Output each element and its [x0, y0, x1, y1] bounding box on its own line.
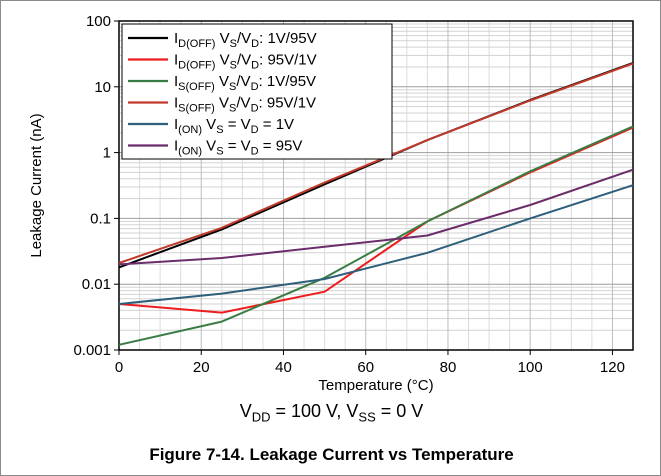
y-tick-label: 0.01: [82, 276, 111, 293]
vdd-symbol: V: [239, 401, 252, 421]
legend-entry: I(ON) VS = VD = 1V: [174, 116, 294, 136]
vss-subscript: SS: [358, 409, 376, 425]
leakage-chart: 0 20 40 60 80 100 120 0.001 0.01 0.1 1 10 100 ID(OF…: [28, 13, 634, 394]
series-line-6: [118, 168, 634, 266]
series-lines: [118, 62, 634, 346]
vss-symbol: V: [346, 401, 359, 421]
series-line-5: [118, 184, 634, 305]
x-tick-label: 60: [357, 359, 374, 376]
legend-entry: IS(OFF) VS/VD: 95V/1V: [174, 95, 316, 115]
vdd-value: = 100 V,: [270, 401, 347, 421]
x-axis-label: Temperature (°C): [318, 377, 433, 394]
x-tick-label: 20: [193, 359, 210, 376]
legend-box: [121, 23, 393, 160]
vdd-subscript: DD: [251, 409, 271, 425]
y-tick-label: 1: [103, 145, 111, 162]
legend-entry: IS(OFF) VS/VD: 1V/95V: [174, 73, 316, 93]
y-axis-ticks: 0.001 0.01 0.1 1 10 100: [73, 13, 119, 359]
series-line-3: [118, 125, 634, 346]
legend-entry: I(ON) VS = VD = 95V: [174, 138, 302, 158]
y-tick-label: 10: [94, 79, 111, 96]
x-tick-label: 0: [115, 359, 123, 376]
y-tick-label: 0.1: [90, 210, 111, 227]
x-tick-label: 120: [600, 359, 625, 376]
test-conditions: VDD = 100 V, VSS = 0 V: [1, 401, 661, 425]
series-line-4: [118, 62, 634, 264]
x-tick-label: 40: [275, 359, 292, 376]
legend-entry: ID(OFF) VS/VD: 1V/95V: [174, 30, 317, 50]
y-tick-label: 0.001: [73, 342, 111, 359]
y-axis-label: Leakage Current (nA): [28, 113, 45, 257]
x-tick-label: 80: [440, 359, 457, 376]
x-axis-ticks: 0 20 40 60 80 100 120: [115, 350, 625, 376]
x-tick-label: 100: [518, 359, 543, 376]
vss-value: = 0 V: [375, 401, 424, 421]
legend-entry: ID(OFF) VS/VD: 95V/1V: [174, 52, 317, 72]
series-line-2: [118, 126, 634, 314]
y-tick-label: 100: [86, 13, 111, 30]
figure-caption: Figure 7-14. Leakage Current vs Temperat…: [149, 445, 514, 464]
